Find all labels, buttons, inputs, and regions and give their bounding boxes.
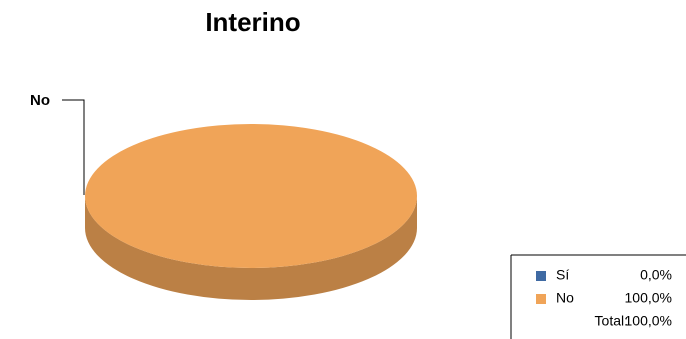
legend: Sí 0,0%No 100,0%Total:100,0% xyxy=(536,267,672,329)
legend-value: 0,0% xyxy=(640,267,672,283)
pie xyxy=(85,124,417,300)
legend-label: Sí xyxy=(556,267,569,283)
slice-label: No xyxy=(30,92,50,109)
chart-title: Interino xyxy=(205,7,300,37)
total-label: Total: xyxy=(595,313,628,329)
legend-label: No xyxy=(556,290,574,306)
slice xyxy=(85,124,417,268)
total-value: 100,0% xyxy=(625,313,672,329)
legend-value: 100,0% xyxy=(625,290,672,306)
legend-swatch xyxy=(536,271,546,281)
slice-side xyxy=(85,196,417,300)
legend-swatch xyxy=(536,294,546,304)
leader-line xyxy=(62,99,85,195)
